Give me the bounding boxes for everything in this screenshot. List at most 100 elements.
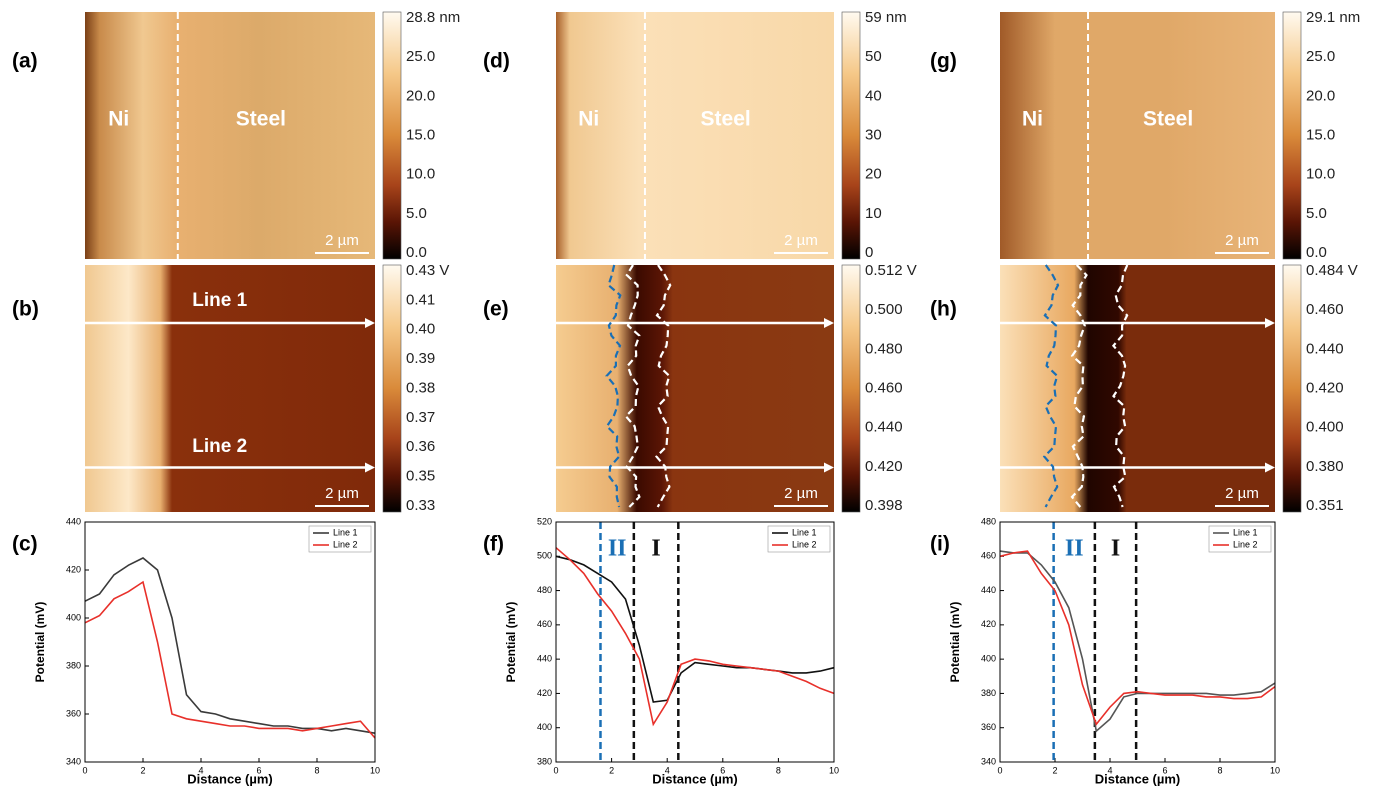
legend-label: Line 2: [1233, 539, 1258, 549]
colorbar-label: 0.440: [1306, 340, 1344, 357]
y-tick-label: 500: [537, 551, 552, 561]
map-text: Line 1: [192, 290, 247, 311]
map-image: [1000, 265, 1275, 512]
colorbar: [1282, 264, 1302, 513]
legend-box: [308, 525, 372, 553]
colorbar-label: 30: [865, 126, 882, 143]
x-tick-label: 0: [82, 765, 87, 775]
colorbar-label: 5.0: [406, 205, 427, 222]
panel-label: (h): [930, 298, 957, 321]
y-tick-label: 460: [981, 551, 996, 561]
colorbar-label: 0.38: [406, 379, 435, 396]
colorbar-label: 0.351: [1306, 497, 1344, 514]
contour: [624, 264, 641, 508]
colorbar-label: 25.0: [406, 48, 435, 65]
contour: [605, 264, 622, 508]
y-tick-label: 340: [981, 756, 996, 766]
colorbar-label: 0.40: [406, 321, 435, 338]
colorbar-label: 10.0: [1306, 166, 1335, 183]
legend-label: Line 1: [1233, 527, 1258, 537]
scale-label: 2 µm: [1225, 232, 1259, 249]
x-tick-label: 8: [776, 765, 781, 775]
series-line: [555, 547, 835, 727]
series-line: [84, 557, 376, 734]
colorbar-label: 0.37: [406, 409, 435, 426]
legend-label: Line 2: [333, 539, 358, 549]
x-axis-label: Distance (µm): [1095, 771, 1181, 786]
map-image: [85, 12, 375, 259]
y-tick-label: 400: [537, 722, 552, 732]
colorbar-label: 15.0: [406, 126, 435, 143]
contour: [1070, 264, 1088, 508]
panel-label: (a): [12, 50, 38, 73]
line-arrow-head: [824, 462, 834, 473]
y-tick-label: 420: [981, 619, 996, 629]
y-tick-label: 360: [981, 722, 996, 732]
y-tick-label: 440: [66, 516, 81, 526]
x-tick-label: 10: [1270, 765, 1280, 775]
colorbar-label: 0.460: [1306, 301, 1344, 318]
series-line: [999, 550, 1276, 733]
panel-label: (g): [930, 50, 957, 73]
contour: [655, 264, 672, 508]
y-tick-label: 380: [537, 756, 552, 766]
colorbar-label: 10.0: [406, 166, 435, 183]
map-image: [85, 265, 375, 512]
series-line: [999, 550, 1276, 726]
colorbar-label: 28.8 nm: [406, 9, 460, 26]
region-label: I: [1111, 536, 1120, 562]
colorbar-label: 0.500: [865, 301, 903, 318]
scale-label: 2 µm: [784, 485, 818, 502]
map-image: [1000, 12, 1275, 259]
colorbar-label: 0.33: [406, 497, 435, 514]
line-arrow-head: [365, 462, 375, 473]
colorbar-label: 59 nm: [865, 9, 907, 26]
y-axis-label: Potential (mV): [504, 602, 518, 683]
legend-label: Line 2: [792, 539, 817, 549]
y-tick-label: 440: [981, 585, 996, 595]
colorbar-label: 0.484 V: [1306, 262, 1358, 279]
colorbar-label: 0.400: [1306, 419, 1344, 436]
y-tick-label: 420: [66, 564, 81, 574]
map-text: Ni: [108, 108, 129, 131]
colorbar-label: 0.0: [406, 244, 427, 261]
x-tick-label: 8: [314, 765, 319, 775]
colorbar-label: 0.43 V: [406, 262, 449, 279]
colorbar: [382, 264, 402, 513]
scale-label: 2 µm: [1225, 485, 1259, 502]
plot-frame: [84, 521, 376, 763]
colorbar-label: 0.440: [865, 419, 903, 436]
panel-label: (f): [483, 533, 504, 556]
map-image: [556, 12, 834, 259]
map-text: Ni: [1022, 108, 1043, 131]
plot-frame: [555, 521, 835, 763]
series-line: [84, 580, 376, 739]
y-axis-label: Potential (mV): [33, 602, 47, 683]
x-tick-label: 6: [1162, 765, 1167, 775]
colorbar-label: 0.460: [865, 379, 903, 396]
line-arrow-head: [1265, 318, 1275, 329]
colorbar-label: 0.398: [865, 497, 903, 514]
map-text: Steel: [701, 108, 751, 131]
panel-label: (e): [483, 298, 509, 321]
y-tick-label: 400: [66, 612, 81, 622]
x-tick-label: 6: [256, 765, 261, 775]
legend-box: [767, 525, 831, 553]
legend-box: [1208, 525, 1272, 553]
colorbar-label: 15.0: [1306, 126, 1335, 143]
x-tick-label: 0: [997, 765, 1002, 775]
colorbar-label: 20.0: [1306, 87, 1335, 104]
x-tick-label: 4: [665, 765, 670, 775]
x-tick-label: 8: [1217, 765, 1222, 775]
colorbar-label: 0.420: [1306, 379, 1344, 396]
colorbar-label: 0.39: [406, 350, 435, 367]
y-axis-label: Potential (mV): [948, 602, 962, 683]
x-tick-label: 2: [140, 765, 145, 775]
map-text: Ni: [578, 108, 599, 131]
contour: [1042, 264, 1060, 508]
colorbar-label: 40: [865, 87, 882, 104]
colorbar: [1282, 11, 1302, 260]
region-label: I: [651, 536, 660, 562]
colorbar: [841, 264, 861, 513]
y-tick-label: 520: [537, 516, 552, 526]
